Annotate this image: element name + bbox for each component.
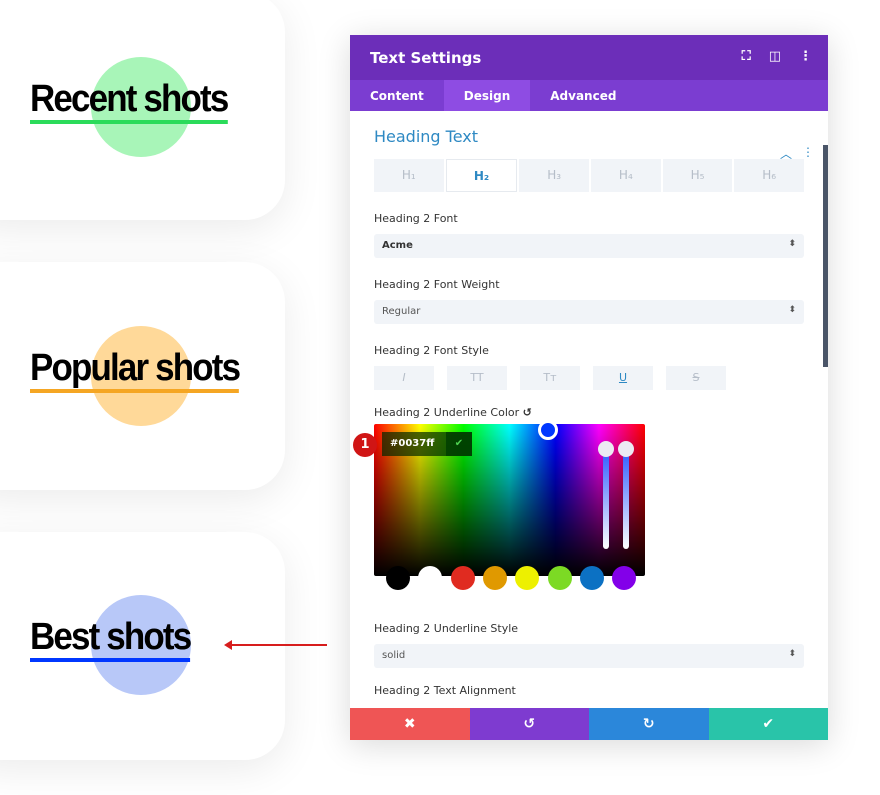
expand-icon[interactable]: ⛶ bbox=[741, 49, 751, 64]
alpha-knob[interactable] bbox=[618, 441, 634, 457]
underline-style-select[interactable]: solid bbox=[374, 644, 804, 668]
smallcaps-button[interactable]: Tт bbox=[520, 366, 580, 390]
redo-button[interactable]: ↻ bbox=[589, 708, 709, 740]
hue-knob[interactable] bbox=[598, 441, 614, 457]
underline-style-label: Heading 2 Underline Style bbox=[374, 622, 519, 635]
heading-tab-h4[interactable]: H₄ bbox=[591, 159, 661, 192]
tab-advanced[interactable]: Advanced bbox=[550, 89, 617, 103]
hue-slider[interactable] bbox=[603, 449, 609, 549]
step-badge: 1 bbox=[353, 433, 377, 457]
color-handle[interactable] bbox=[538, 420, 558, 440]
heading-tab-h2[interactable]: H₂ bbox=[445, 159, 518, 192]
underline-color-label: Heading 2 Underline Color ↺ bbox=[374, 406, 804, 420]
heading-tab-h5[interactable]: H₅ bbox=[662, 159, 733, 192]
color-swatch[interactable] bbox=[450, 566, 475, 590]
reset-icon[interactable]: ↺ bbox=[522, 406, 532, 419]
more-vertical-icon[interactable]: ⋮ bbox=[802, 145, 814, 159]
style-label: Heading 2 Font Style bbox=[374, 344, 489, 357]
tab-content[interactable]: Content bbox=[370, 89, 424, 103]
circle-orange bbox=[91, 326, 191, 426]
arrow-icon bbox=[224, 640, 327, 650]
weight-label: Heading 2 Font Weight bbox=[374, 278, 500, 291]
color-swatch[interactable] bbox=[482, 566, 507, 590]
strikethrough-button[interactable]: S bbox=[666, 366, 726, 390]
color-swatch[interactable] bbox=[418, 566, 443, 590]
save-button[interactable]: ✔ bbox=[708, 708, 828, 740]
italic-button[interactable]: I bbox=[374, 366, 434, 390]
heading-tab-h1[interactable]: H₁ bbox=[374, 159, 444, 192]
heading-recent-shots: Recent shots bbox=[30, 78, 229, 124]
discard-button[interactable]: ✖ bbox=[350, 708, 470, 740]
weight-select[interactable]: Regular bbox=[374, 300, 804, 324]
color-swatch[interactable] bbox=[579, 566, 604, 590]
panel-title: Text Settings bbox=[370, 49, 482, 67]
panel-header: Text Settings ⛶ ◫ ⋮ bbox=[350, 35, 828, 80]
tab-design[interactable]: Design bbox=[443, 80, 531, 111]
check-icon[interactable]: ✔ bbox=[446, 432, 472, 456]
heading-best-shots: Best shots bbox=[30, 616, 192, 662]
color-swatch[interactable] bbox=[386, 566, 410, 590]
color-swatch[interactable] bbox=[612, 566, 637, 590]
font-select[interactable]: Acme bbox=[374, 234, 804, 258]
heading-tab-h3[interactable]: H₃ bbox=[519, 159, 590, 192]
uppercase-button[interactable]: TT bbox=[447, 366, 507, 390]
color-picker[interactable]: 1 #0037ff ✔ bbox=[353, 420, 645, 590]
scrollbar[interactable] bbox=[823, 145, 828, 367]
more-vertical-icon[interactable]: ⋮ bbox=[799, 49, 812, 64]
color-swatch[interactable] bbox=[515, 566, 540, 590]
hex-value[interactable]: #0037ff bbox=[390, 438, 435, 449]
split-view-icon[interactable]: ◫ bbox=[768, 49, 781, 64]
alignment-label: Heading 2 Text Alignment bbox=[374, 684, 516, 697]
section-title[interactable]: Heading Text bbox=[374, 127, 479, 146]
alpha-slider[interactable] bbox=[623, 449, 629, 549]
circle-green bbox=[91, 57, 191, 157]
font-label: Heading 2 Font bbox=[374, 212, 458, 225]
underline-button[interactable]: U bbox=[593, 366, 653, 390]
text-settings-panel: Text Settings ⛶ ◫ ⋮ Content Design Advan… bbox=[350, 35, 828, 740]
underline-color-label-text: Heading 2 Underline Color bbox=[374, 406, 520, 419]
color-swatch[interactable] bbox=[547, 566, 572, 590]
circle-blue bbox=[91, 595, 191, 695]
heading-tab-h6[interactable]: H₆ bbox=[734, 159, 805, 192]
hex-input[interactable]: #0037ff ✔ bbox=[382, 432, 472, 456]
undo-button[interactable]: ↺ bbox=[469, 708, 589, 740]
chevron-up-icon[interactable]: ︿ bbox=[779, 147, 792, 161]
heading-popular-shots: Popular shots bbox=[30, 347, 241, 393]
